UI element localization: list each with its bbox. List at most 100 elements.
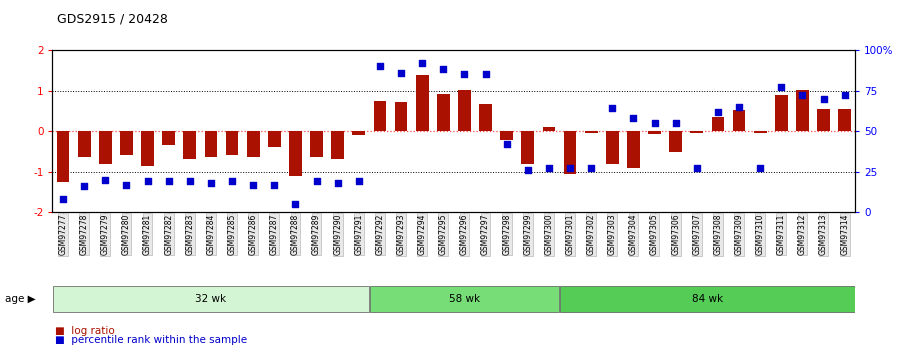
- Point: [414, 60, 429, 66]
- Point: [626, 115, 641, 121]
- Bar: [205, 131, 217, 157]
- Point: [288, 201, 302, 207]
- Text: GSM97286: GSM97286: [249, 214, 258, 255]
- Point: [710, 109, 725, 115]
- Point: [669, 120, 683, 126]
- Point: [394, 70, 408, 76]
- Point: [457, 72, 472, 77]
- Text: GSM97314: GSM97314: [840, 214, 849, 255]
- Text: 32 wk: 32 wk: [195, 294, 226, 304]
- Text: GDS2915 / 20428: GDS2915 / 20428: [57, 12, 168, 25]
- Point: [310, 179, 324, 184]
- Bar: [352, 131, 365, 135]
- Bar: [480, 104, 492, 131]
- Bar: [627, 131, 640, 168]
- Bar: [331, 131, 344, 159]
- Point: [753, 166, 767, 171]
- Point: [500, 141, 514, 147]
- Text: GSM97312: GSM97312: [798, 214, 807, 255]
- Text: GSM97285: GSM97285: [227, 214, 236, 255]
- Bar: [458, 90, 471, 131]
- Text: GSM97287: GSM97287: [270, 214, 279, 255]
- Point: [774, 85, 788, 90]
- Point: [732, 104, 747, 110]
- Text: GSM97288: GSM97288: [291, 214, 300, 255]
- Text: GSM97304: GSM97304: [629, 214, 638, 255]
- Text: GSM97311: GSM97311: [776, 214, 786, 255]
- Point: [647, 120, 662, 126]
- Bar: [796, 90, 809, 131]
- Bar: [733, 110, 746, 131]
- Bar: [521, 131, 534, 164]
- Bar: [564, 131, 576, 174]
- Bar: [500, 131, 513, 140]
- Bar: [691, 131, 703, 133]
- Bar: [268, 131, 281, 147]
- Bar: [415, 75, 428, 131]
- FancyBboxPatch shape: [560, 286, 855, 313]
- Point: [161, 179, 176, 184]
- Bar: [817, 109, 830, 131]
- Point: [183, 179, 197, 184]
- Bar: [711, 117, 724, 131]
- Bar: [754, 131, 767, 133]
- Text: GSM97299: GSM97299: [523, 214, 532, 255]
- Bar: [225, 131, 238, 155]
- Point: [542, 166, 557, 171]
- Text: age ▶: age ▶: [5, 294, 36, 304]
- Bar: [437, 94, 450, 131]
- Text: GSM97283: GSM97283: [186, 214, 195, 255]
- Text: GSM97305: GSM97305: [650, 214, 659, 255]
- Text: GSM97284: GSM97284: [206, 214, 215, 255]
- Point: [479, 72, 493, 77]
- Bar: [374, 101, 386, 131]
- Bar: [585, 131, 597, 133]
- Point: [795, 93, 810, 98]
- Text: GSM97293: GSM97293: [396, 214, 405, 255]
- Text: GSM97282: GSM97282: [164, 214, 173, 255]
- Point: [77, 184, 91, 189]
- Text: 58 wk: 58 wk: [449, 294, 480, 304]
- Bar: [543, 127, 556, 131]
- Text: ■  percentile rank within the sample: ■ percentile rank within the sample: [55, 335, 247, 345]
- Text: GSM97302: GSM97302: [586, 214, 595, 255]
- Point: [119, 182, 134, 187]
- Text: GSM97295: GSM97295: [439, 214, 448, 255]
- Text: ■  log ratio: ■ log ratio: [55, 326, 115, 336]
- Bar: [838, 109, 851, 131]
- FancyBboxPatch shape: [370, 286, 559, 313]
- Bar: [57, 131, 70, 182]
- Point: [584, 166, 598, 171]
- Bar: [162, 131, 175, 145]
- FancyBboxPatch shape: [52, 286, 369, 313]
- Text: GSM97294: GSM97294: [418, 214, 426, 255]
- Bar: [775, 95, 787, 131]
- Text: GSM97297: GSM97297: [481, 214, 490, 255]
- Text: GSM97291: GSM97291: [354, 214, 363, 255]
- Text: GSM97280: GSM97280: [122, 214, 131, 255]
- Text: GSM97290: GSM97290: [333, 214, 342, 255]
- Point: [837, 93, 852, 98]
- Point: [563, 166, 577, 171]
- Point: [246, 182, 261, 187]
- Bar: [184, 131, 196, 159]
- Text: 84 wk: 84 wk: [691, 294, 723, 304]
- Point: [605, 106, 620, 111]
- Text: GSM97301: GSM97301: [566, 214, 575, 255]
- Text: GSM97310: GSM97310: [756, 214, 765, 255]
- Bar: [141, 131, 154, 166]
- Point: [520, 167, 535, 173]
- Bar: [120, 131, 133, 155]
- Text: GSM97313: GSM97313: [819, 214, 828, 255]
- Bar: [78, 131, 91, 157]
- Bar: [247, 131, 260, 157]
- Point: [816, 96, 831, 101]
- Text: GSM97281: GSM97281: [143, 214, 152, 255]
- Point: [267, 182, 281, 187]
- Bar: [310, 131, 323, 157]
- Bar: [648, 131, 661, 134]
- Bar: [606, 131, 619, 164]
- Text: GSM97309: GSM97309: [735, 214, 744, 255]
- Point: [351, 179, 366, 184]
- Text: GSM97279: GSM97279: [100, 214, 110, 255]
